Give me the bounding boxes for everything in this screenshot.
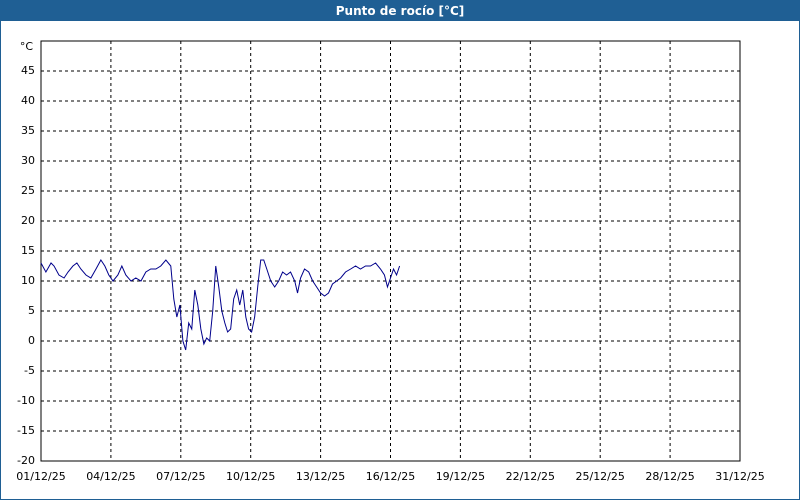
y-tick-label: 10 bbox=[21, 274, 35, 287]
x-tick-label: 01/12/25 bbox=[16, 470, 65, 483]
y-tick-label: 45 bbox=[21, 64, 35, 77]
y-tick-label: 20 bbox=[21, 214, 35, 227]
y-tick-label: 0 bbox=[28, 334, 35, 347]
y-axis-label: °C bbox=[20, 40, 34, 53]
y-tick-label: -20 bbox=[17, 454, 35, 467]
y-tick-label: 15 bbox=[21, 244, 35, 257]
title-bar: Punto de rocío [°C] bbox=[1, 1, 799, 21]
x-tick-label: 19/12/25 bbox=[436, 470, 485, 483]
y-tick-label: -5 bbox=[24, 364, 35, 377]
x-tick-label: 07/12/25 bbox=[156, 470, 205, 483]
y-tick-label: 25 bbox=[21, 184, 35, 197]
plot-border bbox=[40, 40, 741, 462]
y-tick-label: 35 bbox=[21, 124, 35, 137]
y-tick-label: -10 bbox=[17, 394, 35, 407]
x-tick-label: 10/12/25 bbox=[226, 470, 275, 483]
y-tick-label: 5 bbox=[28, 304, 35, 317]
x-tick-label: 25/12/25 bbox=[575, 470, 624, 483]
x-tick-label: 31/12/25 bbox=[715, 470, 764, 483]
chart-title: Punto de rocío [°C] bbox=[335, 4, 465, 18]
y-tick-label: -15 bbox=[17, 424, 35, 437]
y-tick-label: 30 bbox=[21, 154, 35, 167]
data-line bbox=[40, 259, 401, 351]
y-tick-label: 40 bbox=[21, 94, 35, 107]
x-tick-label: 16/12/25 bbox=[366, 470, 415, 483]
x-tick-label: 22/12/25 bbox=[506, 470, 555, 483]
x-tick-label: 04/12/25 bbox=[86, 470, 135, 483]
x-tick-label: 13/12/25 bbox=[296, 470, 345, 483]
x-tick-label: 28/12/25 bbox=[645, 470, 694, 483]
